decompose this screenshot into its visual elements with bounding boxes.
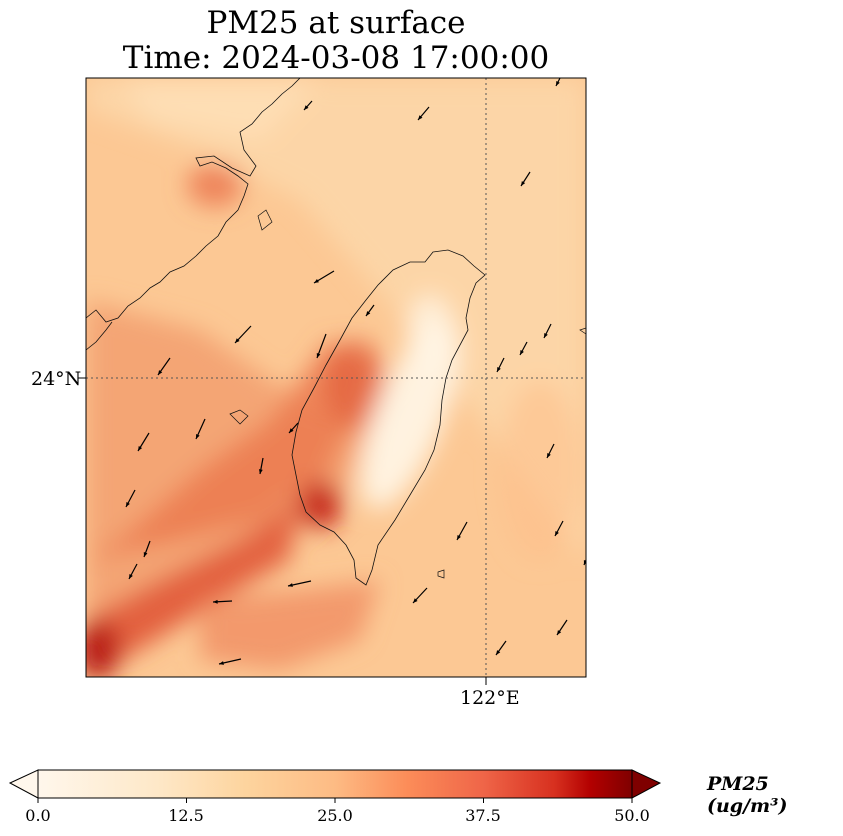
wind-arrow-head xyxy=(258,469,263,474)
wind-arrow-head xyxy=(213,599,218,604)
wind-arrow-head xyxy=(126,502,130,507)
pm25-concentration-gradient xyxy=(86,78,586,677)
wind-arrow-head xyxy=(289,428,294,433)
wind-arrow-head xyxy=(496,650,501,655)
map-subtitle-time: Time: 2024-03-08 17:00:00 xyxy=(122,40,550,76)
colorbar-tick-label: 0.0 xyxy=(25,806,51,825)
wind-arrow-head xyxy=(235,338,240,343)
wind-arrow-head xyxy=(413,598,418,603)
colorbar-tick-label: 37.5 xyxy=(465,806,501,825)
china-coastline xyxy=(86,78,301,323)
wind-arrow-head xyxy=(557,630,562,635)
wind-arrow-head xyxy=(544,333,548,338)
colorbar-tick-label: 50.0 xyxy=(614,806,650,825)
wind-vectors xyxy=(125,78,586,665)
wind-arrow-head xyxy=(288,583,293,587)
wind-arrow-head xyxy=(556,81,560,86)
wind-arrow-head xyxy=(583,560,586,565)
colorbar-extend-min xyxy=(8,769,39,799)
wind-arrow-head xyxy=(219,661,224,665)
wind-arrow-head xyxy=(520,350,524,355)
colorbar-tick-label: 12.5 xyxy=(168,806,204,825)
colorbar-tick-label: 25.0 xyxy=(317,806,353,825)
latitude-tick-label: 24°N xyxy=(31,368,82,390)
colorbar-extend-max xyxy=(631,769,662,799)
wind-arrow-head xyxy=(366,311,371,316)
wind-arrow-head xyxy=(521,181,526,186)
wind-arrow-head xyxy=(196,434,200,439)
wind-arrow-head xyxy=(555,531,559,536)
taiwan-coastline xyxy=(291,249,486,586)
colorbar xyxy=(8,769,662,803)
longitude-tick-label: 122°E xyxy=(460,687,520,709)
wind-arrow-head xyxy=(314,278,319,283)
wind-arrow-head xyxy=(129,574,133,579)
wind-arrow-head xyxy=(457,535,461,540)
map-title: PM25 at surface xyxy=(206,5,466,41)
wind-arrow-head xyxy=(418,115,423,120)
wind-arrow-head xyxy=(304,105,309,110)
wind-arrow-head xyxy=(138,446,143,451)
wind-arrow-head xyxy=(497,367,501,372)
wind-arrow-head xyxy=(316,353,321,358)
pm25-map xyxy=(78,77,587,685)
wind-arrow-head xyxy=(158,370,163,375)
penghu-islands xyxy=(229,409,249,425)
colorbar-gradient xyxy=(37,769,633,799)
wind-arrow-head xyxy=(143,552,148,557)
wind-arrow-head xyxy=(547,453,551,458)
colorbar-label: PM25 (ug/m³) xyxy=(707,773,788,817)
